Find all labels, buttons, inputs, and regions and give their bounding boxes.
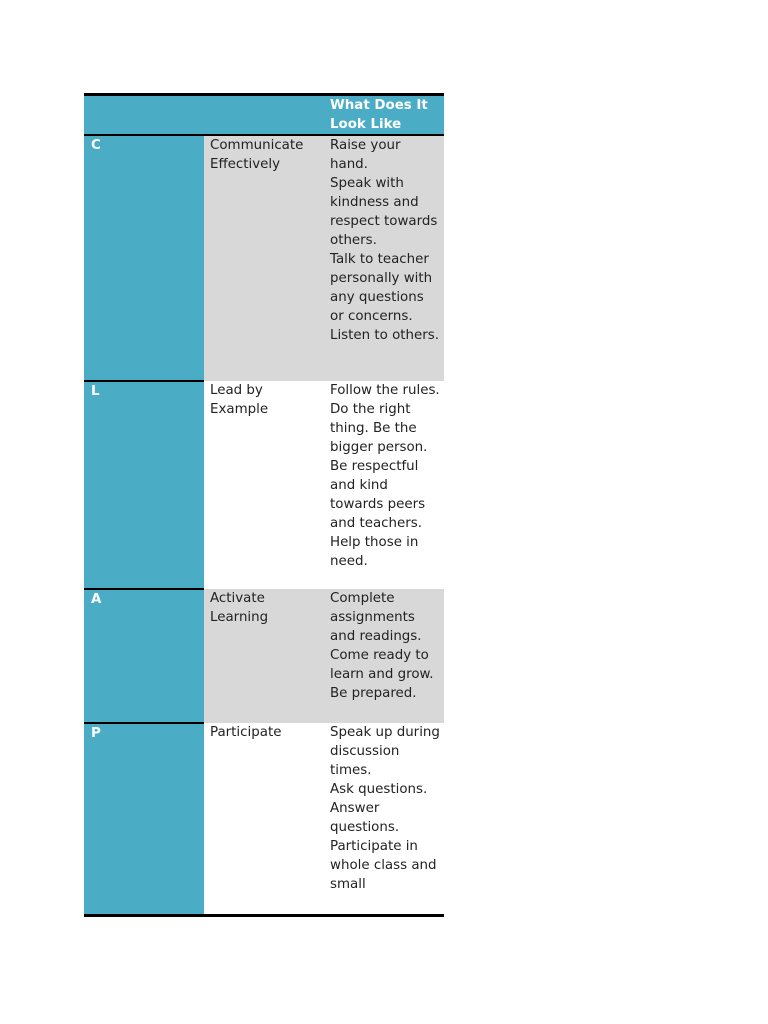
looks-like-item: Ask questions. (330, 782, 428, 797)
header-cell-word (204, 93, 324, 136)
row-looks-like-cell: Follow the rules. Do the right thing. Be… (324, 381, 444, 589)
looks-like-item: Answer questions. (330, 801, 400, 835)
looks-like-item: Complete assignments and readings. (330, 591, 422, 644)
table-row: A Activate Learning Complete assignments… (84, 588, 444, 723)
looks-like-item: Come ready to learn and grow. (330, 648, 434, 682)
looks-like-item: Follow the rules. (330, 383, 440, 398)
row-word-cell: Communicate Effectively (204, 135, 324, 381)
row-letter-cell: L (84, 380, 204, 589)
header-cell-letter (84, 93, 204, 136)
row-looks-like-cell: Complete assignments and readings. Come … (324, 589, 444, 723)
table-row: L Lead by Example Follow the rules. Do t… (84, 380, 444, 589)
row-word-cell: Activate Learning (204, 589, 324, 723)
looks-like-item: Speak with kindness and respect towards … (330, 176, 438, 248)
table-row: C Communicate Effectively Raise your han… (84, 135, 444, 381)
looks-like-item: Be prepared. (330, 686, 417, 701)
row-looks-like-cell: Raise your hand. Speak with kindness and… (324, 135, 444, 381)
looks-like-item: Speak up during discussion times. (330, 725, 440, 778)
row-looks-like-cell: Speak up during discussion times. Ask qu… (324, 723, 444, 917)
table-header-row: What Does It Look Like (84, 93, 444, 136)
looks-like-item: Listen to others. (330, 328, 439, 343)
row-word-cell: Participate (204, 723, 324, 917)
row-word-cell: Lead by Example (204, 381, 324, 589)
looks-like-item: Talk to teacher personally with any ques… (330, 252, 433, 324)
looks-like-item: Be respectful and kind towards peers and… (330, 459, 426, 531)
row-letter-cell: A (84, 588, 204, 723)
looks-like-item: Raise your hand. (330, 138, 401, 172)
looks-like-item: Do the right thing. Be the bigger person… (330, 402, 428, 455)
row-letter-cell: P (84, 722, 204, 917)
looks-like-item: Participate in whole class and small (330, 839, 437, 892)
clap-expectations-table: What Does It Look Like C Communicate Eff… (84, 93, 444, 917)
table-row: P Participate Speak up during discussion… (84, 722, 444, 917)
header-cell-looks-like: What Does It Look Like (324, 93, 444, 136)
row-letter-cell: C (84, 135, 204, 381)
looks-like-item: Help those in need. (330, 535, 419, 569)
